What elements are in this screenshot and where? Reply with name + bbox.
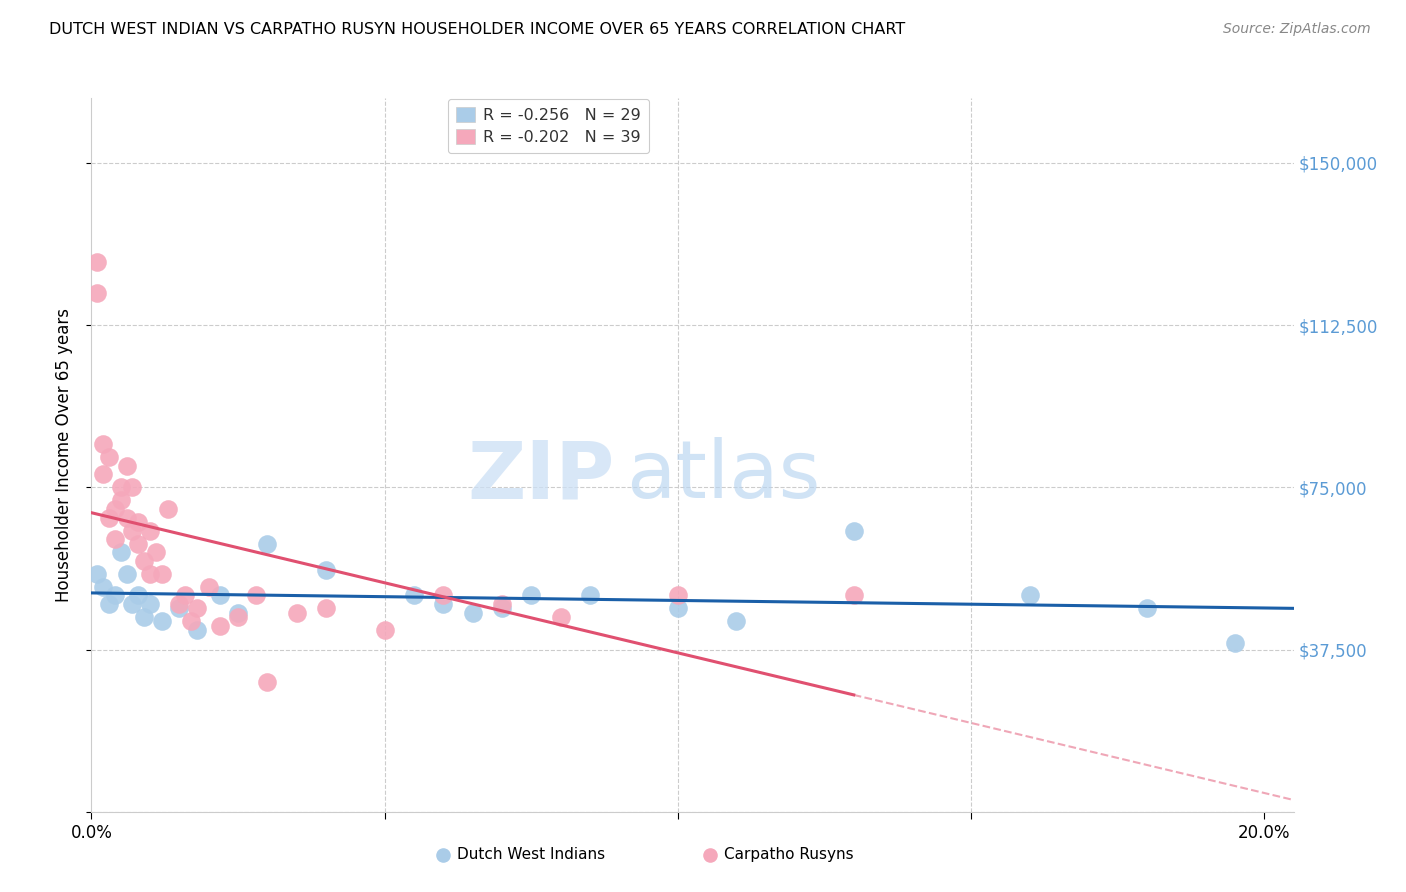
Point xyxy=(134,554,156,568)
Point xyxy=(127,589,149,603)
Point xyxy=(285,606,308,620)
Point xyxy=(104,589,127,603)
Point xyxy=(127,515,149,529)
Point xyxy=(491,597,513,611)
Point xyxy=(139,597,162,611)
Point xyxy=(169,601,191,615)
Text: Dutch West Indians: Dutch West Indians xyxy=(457,847,605,862)
Point xyxy=(139,566,162,581)
Point xyxy=(432,589,454,603)
Point xyxy=(1223,636,1246,650)
Point xyxy=(110,545,132,559)
Point xyxy=(491,601,513,615)
Text: atlas: atlas xyxy=(626,437,821,516)
Point xyxy=(115,566,138,581)
Point xyxy=(156,502,179,516)
Point xyxy=(197,580,219,594)
Point xyxy=(91,437,114,451)
Point xyxy=(461,606,484,620)
Text: ZIP: ZIP xyxy=(467,437,614,516)
Point xyxy=(226,606,249,620)
Point xyxy=(245,589,267,603)
Point xyxy=(86,566,108,581)
Point xyxy=(374,623,396,637)
Point xyxy=(256,675,278,690)
Point xyxy=(121,480,143,494)
Point xyxy=(315,601,337,615)
Point xyxy=(226,610,249,624)
Point xyxy=(180,615,202,629)
Point xyxy=(186,623,208,637)
Point xyxy=(209,589,232,603)
Point xyxy=(402,589,425,603)
Point xyxy=(110,493,132,508)
Point xyxy=(145,545,167,559)
Point xyxy=(169,597,191,611)
Point xyxy=(91,467,114,482)
Point xyxy=(110,480,132,494)
Point xyxy=(139,524,162,538)
Point xyxy=(666,601,689,615)
Text: Carpatho Rusyns: Carpatho Rusyns xyxy=(724,847,853,862)
Point xyxy=(86,255,108,269)
Point xyxy=(150,566,173,581)
Point xyxy=(579,589,602,603)
Y-axis label: Householder Income Over 65 years: Householder Income Over 65 years xyxy=(55,308,73,602)
Point xyxy=(666,589,689,603)
Text: DUTCH WEST INDIAN VS CARPATHO RUSYN HOUSEHOLDER INCOME OVER 65 YEARS CORRELATION: DUTCH WEST INDIAN VS CARPATHO RUSYN HOUS… xyxy=(49,22,905,37)
Point xyxy=(98,597,121,611)
Point xyxy=(121,524,143,538)
Point xyxy=(104,533,127,547)
Point xyxy=(174,589,197,603)
Point xyxy=(115,458,138,473)
Text: Source: ZipAtlas.com: Source: ZipAtlas.com xyxy=(1223,22,1371,37)
Point xyxy=(91,580,114,594)
Point xyxy=(1018,589,1040,603)
Point xyxy=(98,450,121,464)
Point xyxy=(186,601,208,615)
Point xyxy=(104,502,127,516)
Point xyxy=(550,610,572,624)
Point xyxy=(432,597,454,611)
Point xyxy=(121,597,143,611)
Point xyxy=(127,536,149,550)
Point xyxy=(1136,601,1159,615)
Point xyxy=(842,589,865,603)
Point xyxy=(725,615,748,629)
Point xyxy=(432,847,454,862)
Point xyxy=(98,510,121,524)
Point xyxy=(150,615,173,629)
Point xyxy=(134,610,156,624)
Point xyxy=(115,510,138,524)
Point xyxy=(699,847,721,862)
Point xyxy=(842,524,865,538)
Point xyxy=(86,285,108,300)
Point xyxy=(315,562,337,576)
Point xyxy=(256,536,278,550)
Point xyxy=(209,619,232,633)
Legend: R = -0.256   N = 29, R = -0.202   N = 39: R = -0.256 N = 29, R = -0.202 N = 39 xyxy=(449,99,648,153)
Point xyxy=(520,589,543,603)
